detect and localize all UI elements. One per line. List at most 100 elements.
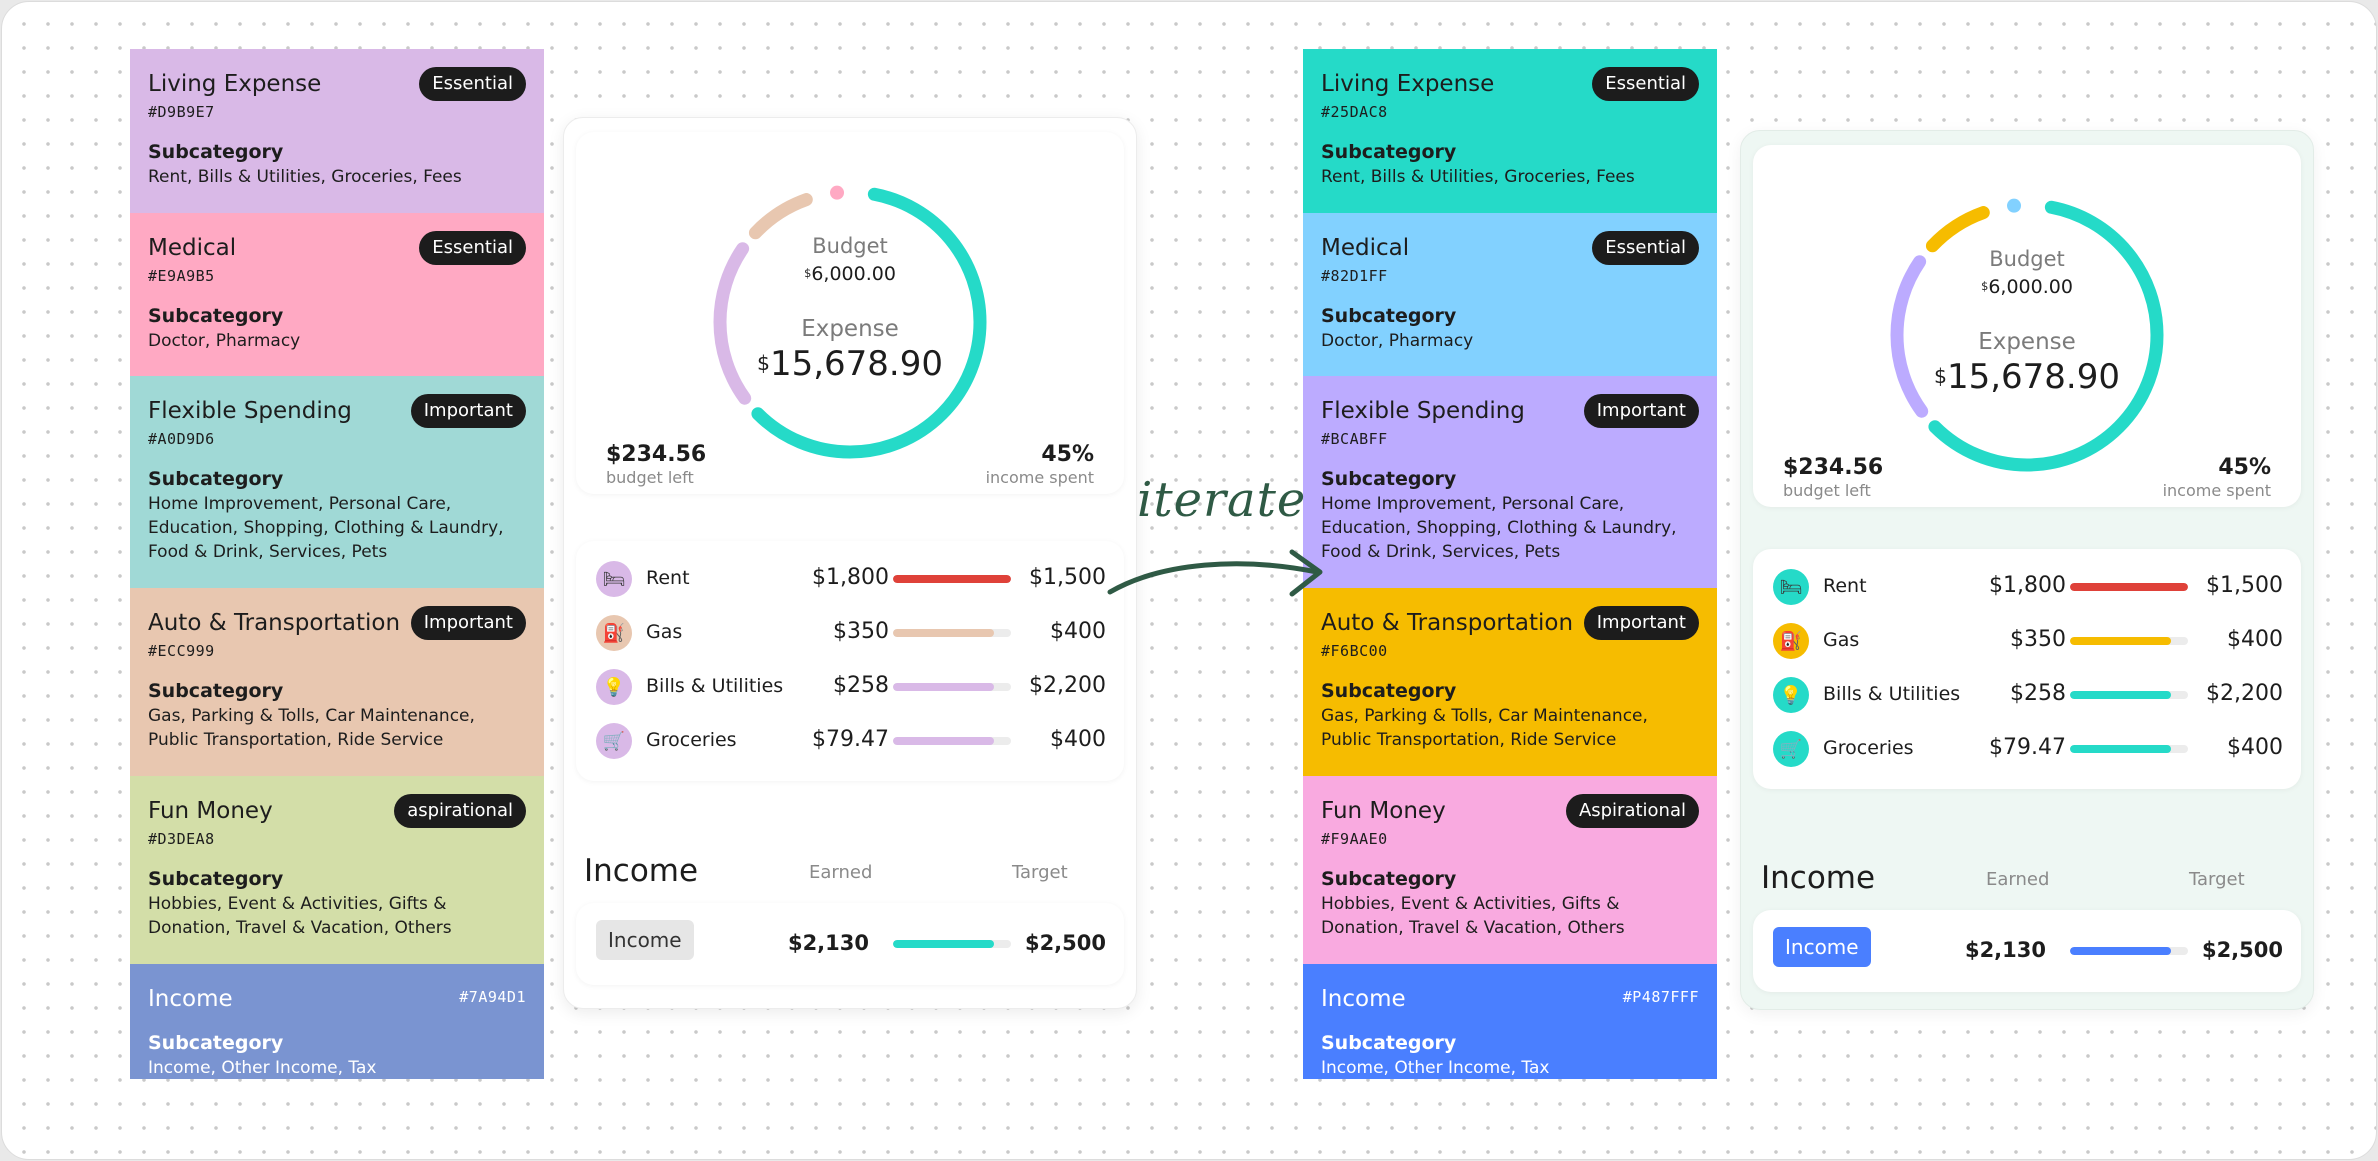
subcategory-list: Hobbies, Event & Activities, Gifts & Don… — [148, 894, 452, 938]
priority-badge: aspirational — [394, 794, 526, 828]
category-medical[interactable]: Medical #82D1FF Essential Subcategory Do… — [1303, 213, 1717, 376]
budget-value: $6,000.00 — [1981, 276, 2073, 298]
category-name: Medical — [1321, 235, 1410, 261]
expense-progress-bar — [893, 629, 1011, 637]
expense-row-bills-utilities[interactable]: 💡 Bills & Utilities $258 $2,200 — [1753, 669, 2301, 723]
subcategory-heading: Subcategory — [1321, 141, 1457, 163]
budget-summary-card: Budget $6,000.00 Expense $15,678.90 $234… — [576, 132, 1124, 494]
category-hex: #D9B9E7 — [148, 103, 215, 121]
expense-value: $15,678.90 — [756, 344, 944, 384]
income-button[interactable]: Income — [596, 920, 694, 960]
subcategory-list: Doctor, Pharmacy — [148, 331, 301, 351]
priority-badge: Essential — [1592, 67, 1699, 101]
subcategory-list: Rent, Bills & Utilities, Groceries, Fees — [1321, 167, 1635, 187]
target-column-header: Target — [2189, 869, 2245, 890]
expense-label: Expense — [801, 316, 899, 342]
subcategory-heading: Subcategory — [148, 1032, 284, 1054]
subcategory-heading: Subcategory — [148, 468, 284, 490]
category-name: Income — [148, 986, 233, 1012]
category-income[interactable]: Income #P487FFF Subcategory Income, Othe… — [1303, 964, 1717, 1079]
expense-row-bills-utilities[interactable]: 💡 Bills & Utilities $258 $2,200 — [576, 661, 1124, 715]
category-income[interactable]: Income #7A94D1 Subcategory Income, Other… — [130, 964, 544, 1079]
income-row: Income $2,130 $2,500 — [1753, 910, 2301, 992]
category-name: Fun Money — [1321, 798, 1446, 824]
category-hex: #E9A9B5 — [148, 267, 215, 285]
income-row: Income $2,130 $2,500 — [576, 903, 1124, 985]
priority-badge: Important — [410, 394, 526, 428]
category-hex: #F9AAE0 — [1321, 830, 1388, 848]
subcategory-list: Income, Other Income, Tax — [1321, 1058, 1550, 1078]
category-auto-transportation[interactable]: Auto & Transportation #ECC999 Important … — [130, 588, 544, 776]
ring-segment — [713, 185, 987, 459]
expense-row-rent[interactable]: 🛏 Rent $1,800 $1,500 — [1753, 561, 2301, 615]
expense-row-gas[interactable]: ⛽ Gas $350 $400 — [1753, 615, 2301, 669]
category-hex: #A0D9D6 — [148, 430, 215, 448]
ring-marker-dot — [2007, 198, 2022, 213]
budget-label: Budget — [1989, 247, 2065, 271]
expense-label: Expense — [1978, 329, 2076, 355]
category-living-expense[interactable]: Living Expense #25DAC8 Essential Subcate… — [1303, 49, 1717, 213]
category-flexible-spending[interactable]: Flexible Spending #A0D9D6 Important Subc… — [130, 376, 544, 588]
category-fun-money[interactable]: Fun Money #D3DEA8 aspirational Subcatego… — [130, 776, 544, 964]
category-name: Fun Money — [148, 798, 273, 824]
category-medical[interactable]: Medical #E9A9B5 Essential Subcategory Do… — [130, 213, 544, 376]
income-progress-bar — [2070, 947, 2188, 955]
budget-label: Budget — [812, 234, 888, 258]
iterate-arrow-icon — [1107, 549, 1323, 597]
priority-badge: Essential — [1592, 231, 1699, 265]
priority-badge: Important — [1583, 606, 1699, 640]
expense-value: $15,678.90 — [1933, 357, 2121, 397]
subcategory-list: Home Improvement, Personal Care, Educati… — [148, 494, 504, 562]
category-living-expense[interactable]: Living Expense #D9B9E7 Essential Subcate… — [130, 49, 544, 213]
income-target: $2,500 — [2201, 938, 2283, 962]
category-flexible-spending[interactable]: Flexible Spending #BCABFF Important Subc… — [1303, 376, 1717, 588]
gas-pump-icon: ⛽ — [1773, 623, 1809, 659]
category-name: Income — [1321, 986, 1406, 1012]
category-hex: #82D1FF — [1321, 267, 1388, 285]
income-target: $2,500 — [1024, 931, 1106, 955]
target-column-header: Target — [1012, 862, 1068, 883]
expense-row-groceries[interactable]: 🛒 Groceries $79.47 $400 — [576, 715, 1124, 769]
earned-column-header: Earned — [1986, 869, 2050, 890]
category-hex: #7A94D1 — [459, 988, 526, 1006]
income-progress-bar — [893, 940, 1011, 948]
ring-segment — [1890, 198, 2164, 472]
expense-row-gas[interactable]: ⛽ Gas $350 $400 — [576, 607, 1124, 661]
subcategory-list: Rent, Bills & Utilities, Groceries, Fees — [148, 167, 462, 187]
income-earned: $2,130 — [1964, 938, 2046, 962]
income-spent-stat: 45% income spent — [2162, 455, 2271, 500]
expense-list: 🛏 Rent $1,800 $1,500 ⛽ Gas $350 $400 💡 B… — [1753, 549, 2301, 789]
subcategory-list: Hobbies, Event & Activities, Gifts & Don… — [1321, 894, 1625, 938]
income-spent-stat: 45% income spent — [985, 442, 1094, 487]
category-fun-money[interactable]: Fun Money #F9AAE0 Aspirational Subcatego… — [1303, 776, 1717, 964]
subcategory-heading: Subcategory — [1321, 468, 1457, 490]
subcategory-list: Doctor, Pharmacy — [1321, 331, 1474, 351]
category-auto-transportation[interactable]: Auto & Transportation #F6BC00 Important … — [1303, 588, 1717, 776]
category-name: Flexible Spending — [148, 398, 352, 424]
income-button[interactable]: Income — [1773, 927, 1871, 967]
budget-left-stat: $234.56 budget left — [606, 442, 707, 487]
category-name: Living Expense — [1321, 71, 1495, 97]
expense-list: 🛏 Rent $1,800 $1,500 ⛽ Gas $350 $400 💡 B… — [576, 541, 1124, 781]
category-name: Medical — [148, 235, 237, 261]
subcategory-list: Income, Other Income, Tax — [148, 1058, 377, 1078]
cart-icon: 🛒 — [1773, 731, 1809, 767]
lightbulb-icon: 💡 — [1773, 677, 1809, 713]
budget-dashboard-iterated: Budget $6,000.00 Expense $15,678.90 $234… — [1740, 130, 2314, 1010]
priority-badge: Essential — [419, 67, 526, 101]
expense-row-groceries[interactable]: 🛒 Groceries $79.47 $400 — [1753, 723, 2301, 777]
subcategory-heading: Subcategory — [148, 868, 284, 890]
category-hex: #25DAC8 — [1321, 103, 1388, 121]
priority-badge: Essential — [419, 231, 526, 265]
expense-row-rent[interactable]: 🛏 Rent $1,800 $1,500 — [576, 553, 1124, 607]
category-name: Living Expense — [148, 71, 322, 97]
cart-icon: 🛒 — [596, 723, 632, 759]
subcategory-list: Gas, Parking & Tolls, Car Maintenance, P… — [1321, 706, 1648, 750]
budget-left-stat: $234.56 budget left — [1783, 455, 1884, 500]
category-hex: #ECC999 — [148, 642, 215, 660]
income-earned: $2,130 — [787, 931, 869, 955]
iterate-label: iterate — [1137, 472, 1307, 528]
budget-dashboard-original: Budget $6,000.00 Expense $15,678.90 $234… — [563, 117, 1137, 1009]
expense-progress-bar — [893, 737, 1011, 745]
